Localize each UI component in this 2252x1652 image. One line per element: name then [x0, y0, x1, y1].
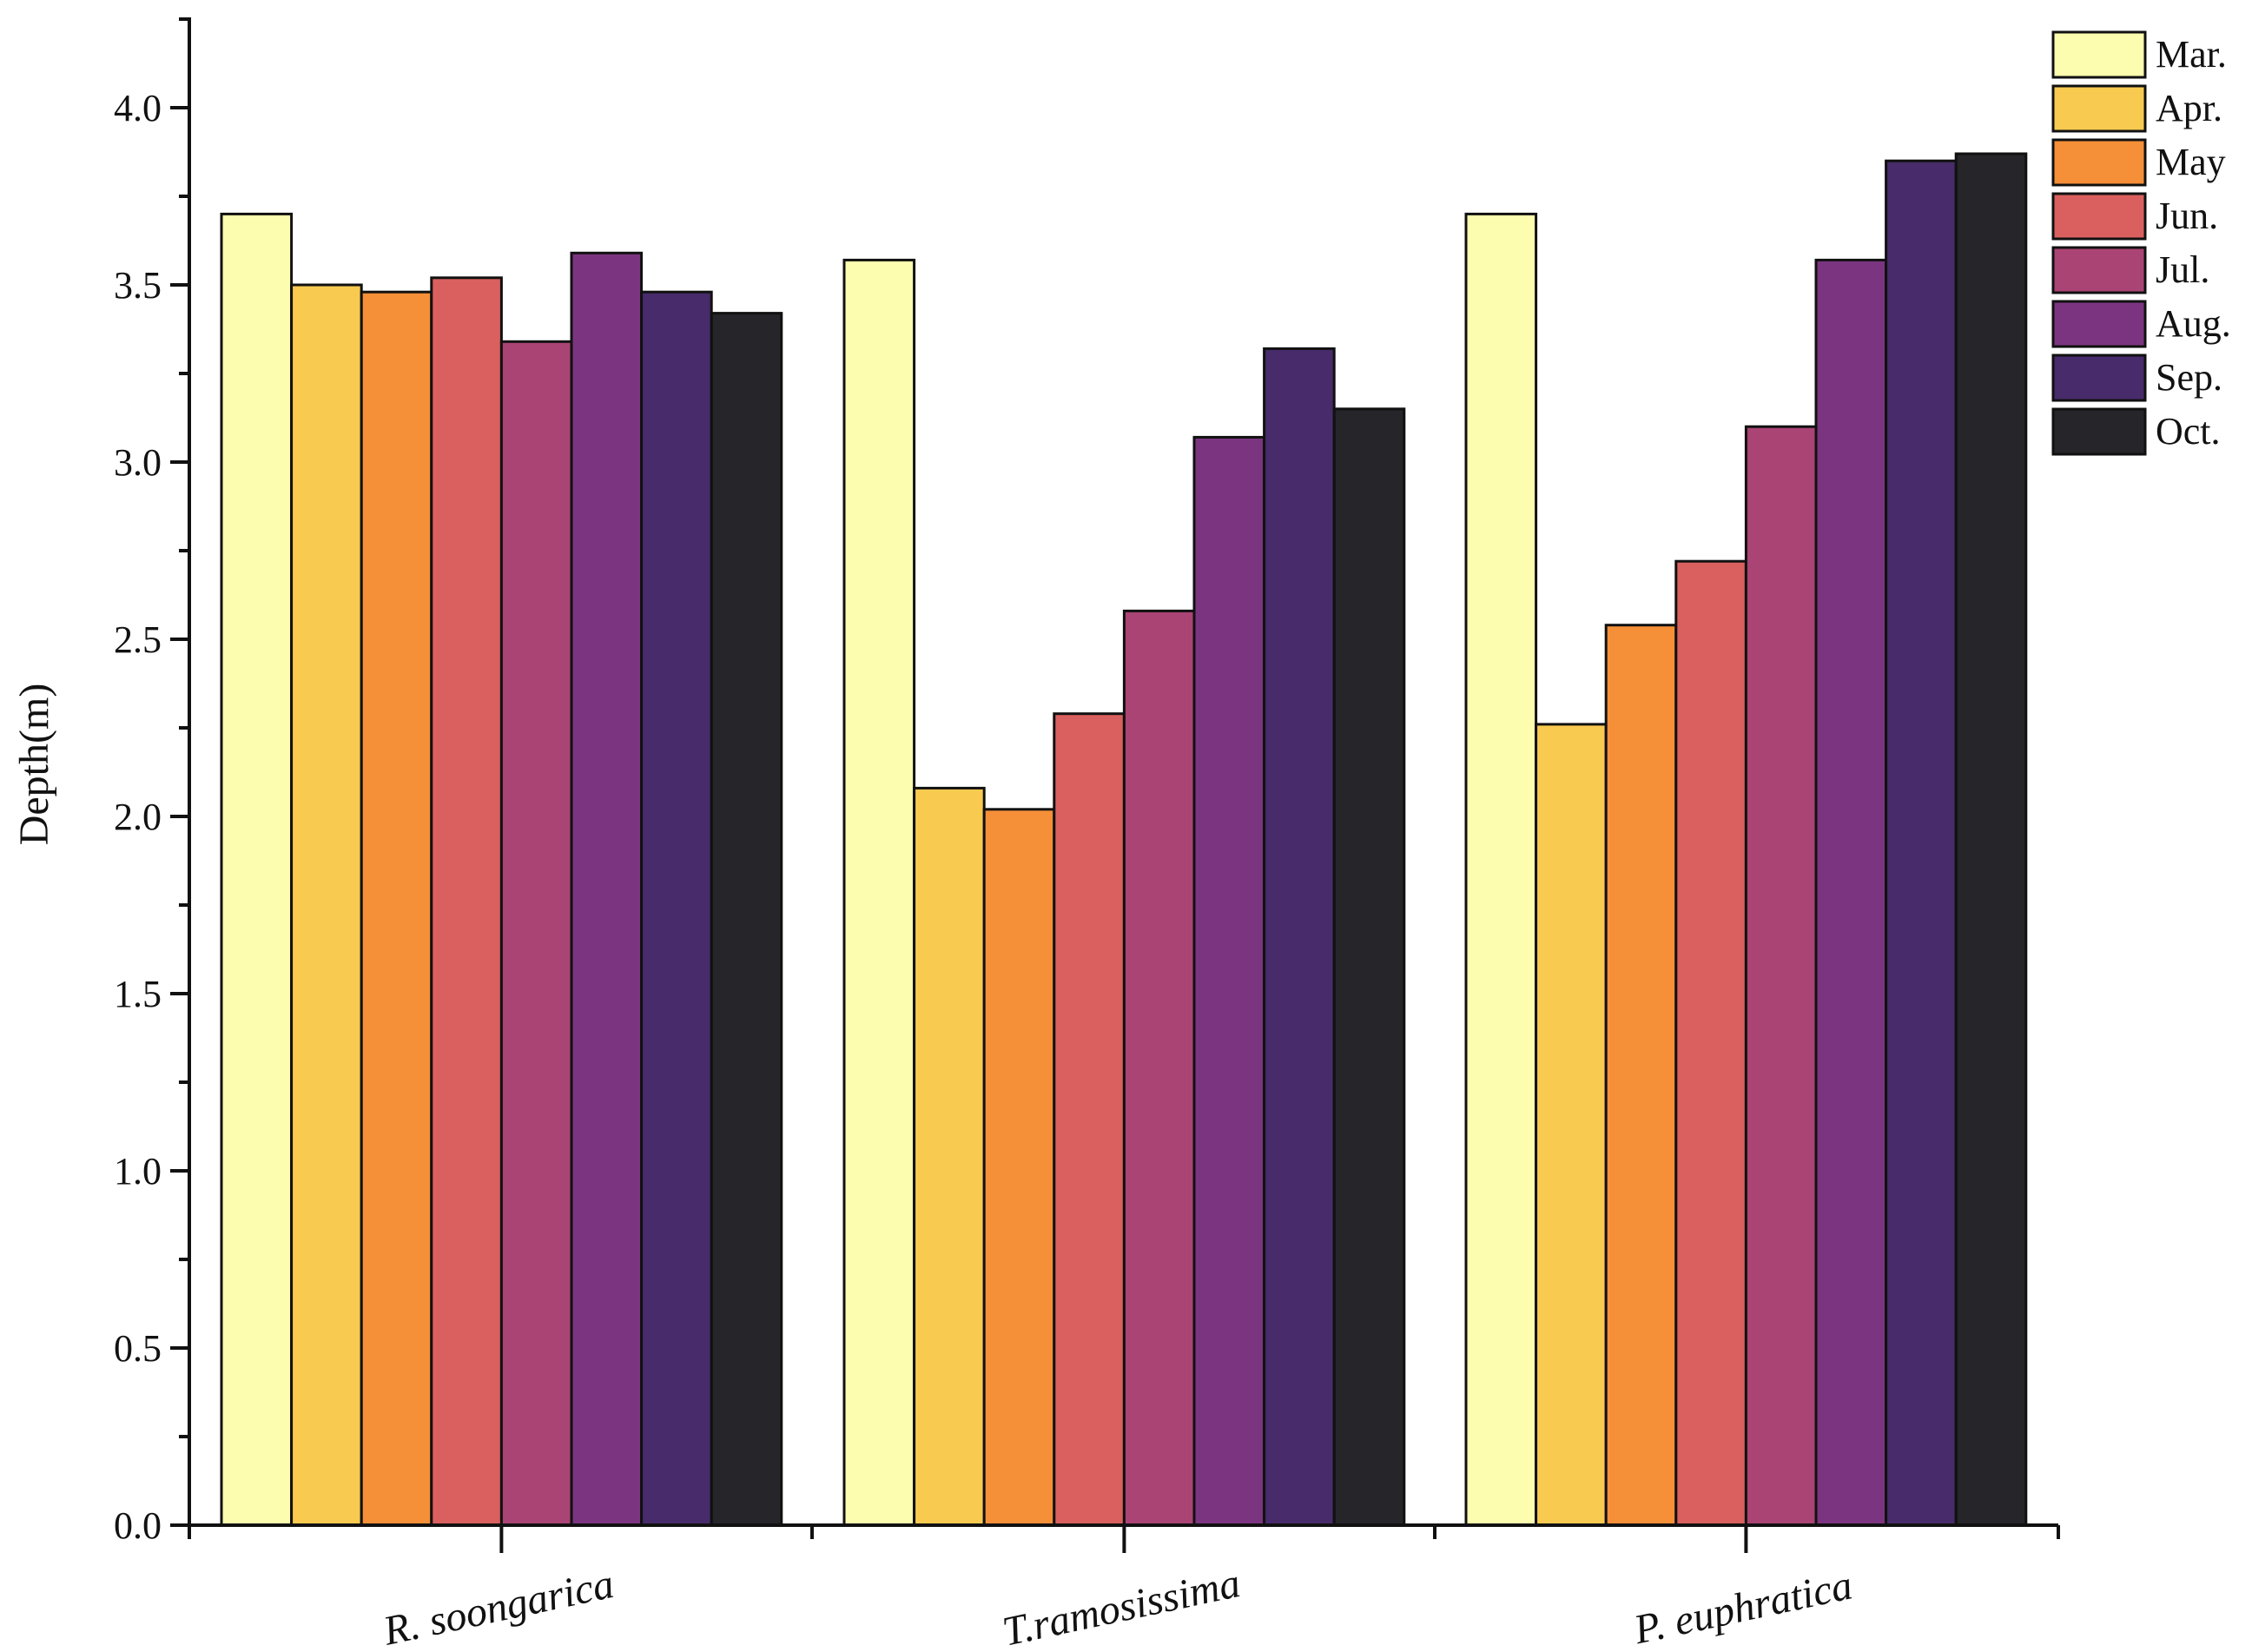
legend-label: May	[2156, 141, 2226, 183]
y-axis-title: Depth(m)	[11, 684, 57, 846]
legend-label: Oct.	[2156, 410, 2221, 453]
legend-swatch	[2051, 300, 2147, 348]
legend-label: Sep.	[2156, 356, 2222, 399]
bar-sep-1	[640, 290, 713, 1527]
bar-apr-1	[290, 283, 363, 1527]
bar-jul-1	[499, 340, 573, 1527]
bar-oct-3	[1954, 152, 2028, 1527]
x-ticks-group: R. soongarica T.ramosissima P. euphratica	[188, 1525, 2060, 1652]
legend-label: Aug.	[2156, 302, 2231, 345]
y-ticks-group: 0.0 0.5 1.0 1.5 2.0 2.5 3.0 3.5 4.0	[114, 17, 189, 1547]
bar-apr-2	[913, 786, 986, 1527]
legend: Mar. Apr. May Jun. Jul. Aug. Sep. Oct.	[2051, 30, 2231, 456]
legend-swatch	[2051, 84, 2147, 133]
legend-swatch	[2051, 192, 2147, 241]
legend-swatch	[2051, 30, 2147, 79]
bar-sep-3	[1885, 159, 1958, 1527]
y-tick-label: 1.0	[114, 1150, 162, 1193]
y-tick-label: 3.0	[114, 441, 162, 484]
bars-group	[220, 152, 2028, 1527]
bar-mar-3	[1464, 212, 1538, 1527]
bar-sep-2	[1263, 347, 1336, 1527]
bar-aug-1	[570, 251, 644, 1527]
bar-aug-3	[1814, 258, 1888, 1527]
bar-apr-3	[1535, 723, 1608, 1527]
legend-label: Apr.	[2156, 87, 2222, 129]
bar-jun-1	[430, 276, 503, 1527]
bar-jun-2	[1053, 712, 1126, 1527]
bar-oct-1	[710, 312, 783, 1527]
legend-swatch	[2051, 407, 2147, 456]
bar-oct-2	[1332, 407, 1406, 1527]
legend-label: Jul.	[2156, 248, 2209, 291]
y-tick-label: 0.0	[114, 1504, 162, 1547]
bar-mar-2	[842, 258, 916, 1527]
legend-label: Jun.	[2156, 195, 2218, 237]
y-tick-label: 2.0	[114, 796, 162, 838]
y-tick-label: 0.5	[114, 1327, 162, 1370]
bar-aug-2	[1192, 435, 1266, 1527]
bar-may-3	[1604, 624, 1678, 1527]
legend-swatch	[2051, 354, 2147, 402]
legend-label: Mar.	[2156, 33, 2227, 76]
legend-swatch	[2051, 246, 2147, 294]
bar-may-2	[982, 808, 1056, 1527]
bar-mar-1	[220, 212, 294, 1527]
x-category-label: P. euphratica	[1629, 1562, 1857, 1652]
y-tick-label: 4.0	[114, 87, 162, 129]
x-category-label: T.ramosissima	[999, 1560, 1245, 1652]
x-category-label: R. soongarica	[379, 1561, 617, 1652]
bar-jul-2	[1122, 609, 1196, 1527]
legend-swatch	[2051, 138, 2147, 187]
bar-jul-3	[1744, 425, 1818, 1527]
y-tick-label: 1.5	[114, 973, 162, 1015]
y-tick-label: 2.5	[114, 618, 162, 661]
bar-may-1	[360, 290, 433, 1527]
bar-jun-3	[1674, 559, 1747, 1527]
y-tick-label: 3.5	[114, 264, 162, 307]
